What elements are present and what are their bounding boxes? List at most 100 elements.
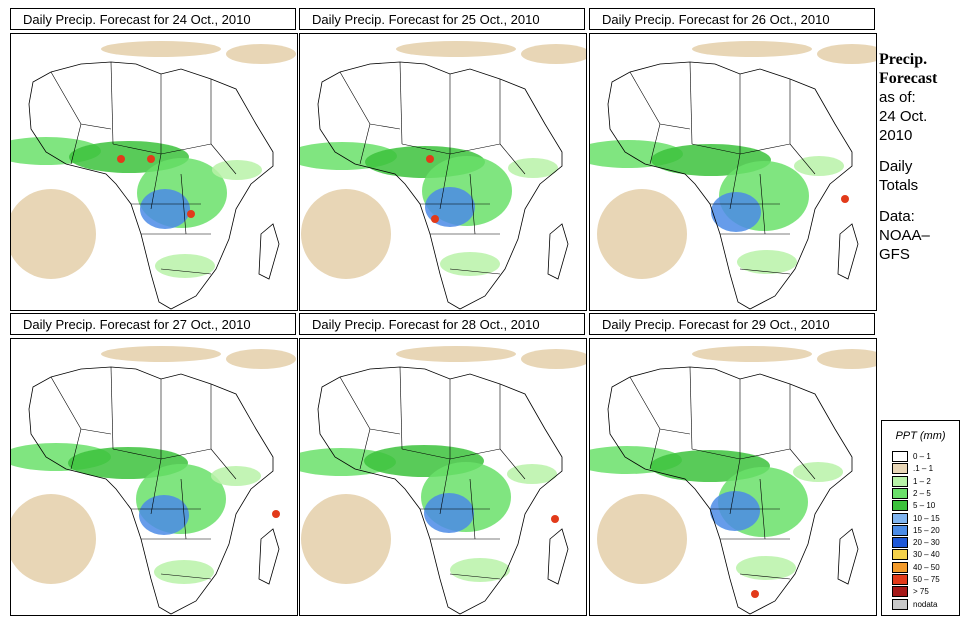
country-border — [629, 71, 691, 130]
dry-area — [692, 41, 812, 57]
country-border — [50, 376, 112, 435]
data-line-3: GFS — [879, 246, 910, 263]
precip-legend: PPT (mm) 0 – 1 .1 – 1 1 – 2 2 – 5 5 – 10 10 –… — [881, 420, 960, 616]
country-border — [739, 268, 791, 275]
precip-area — [793, 462, 843, 482]
dry-area — [692, 346, 812, 362]
heavy-precip-spot — [551, 515, 559, 523]
coastline — [607, 61, 853, 310]
dry-area — [226, 44, 296, 64]
country-border — [449, 268, 501, 275]
precip-map — [589, 33, 877, 311]
country-border — [70, 428, 82, 470]
coastline — [547, 223, 569, 280]
legend-label: 5 – 10 — [913, 501, 936, 511]
africa-map-graphic — [300, 41, 586, 310]
country-border — [439, 153, 451, 210]
dry-area — [817, 349, 876, 369]
precip-area — [424, 493, 474, 533]
heavy-precip-spot — [426, 155, 434, 163]
legend-label: nodata — [913, 599, 938, 609]
precip-area — [155, 254, 215, 278]
precip-area — [508, 158, 558, 178]
legend-swatch — [892, 561, 908, 573]
legend-swatch — [892, 537, 908, 549]
asof-line-1: as of: — [879, 89, 916, 106]
country-border — [150, 458, 162, 515]
precip-map — [10, 338, 298, 616]
country-border — [729, 153, 741, 210]
country-border — [180, 173, 187, 235]
country-border — [180, 478, 187, 540]
side-annotation: Precip. Forecast as of: 24 Oct. 2010 Dai… — [879, 50, 963, 276]
country-border — [469, 173, 476, 235]
heavy-precip-spot — [272, 510, 280, 518]
country-border — [359, 123, 371, 165]
country-border — [150, 153, 162, 210]
country-border — [210, 448, 237, 480]
data-line-1: Data: — [879, 208, 915, 225]
legend-label: 10 – 15 — [913, 513, 940, 523]
precip-area — [710, 491, 760, 531]
panel-title: Daily Precip. Forecast for 29 Oct., 2010 — [589, 313, 875, 335]
country-border — [789, 143, 816, 175]
legend-label: 1 – 2 — [913, 476, 931, 486]
country-border — [499, 143, 526, 175]
legend-swatch — [892, 524, 908, 536]
totals-line-2: Totals — [879, 177, 919, 194]
data-line-2: NOAA– — [879, 227, 930, 244]
country-border — [689, 61, 693, 145]
precip-area — [450, 558, 510, 582]
country-border — [789, 448, 816, 480]
country-border — [339, 376, 401, 435]
coastline — [607, 366, 853, 615]
precip-area — [140, 189, 190, 229]
africa-map-graphic — [590, 346, 876, 615]
coastline — [317, 61, 563, 310]
legend-swatch — [892, 586, 908, 598]
country-border — [399, 61, 403, 145]
precip-area — [211, 466, 261, 486]
legend-swatch — [892, 475, 908, 487]
country-border — [110, 61, 114, 145]
country-border — [729, 458, 741, 515]
country-border — [739, 573, 791, 580]
panel-title: Daily Precip. Forecast for 25 Oct., 2010 — [299, 8, 585, 30]
precip-area — [737, 250, 797, 274]
dry-area — [301, 189, 391, 279]
legend-swatch — [892, 549, 908, 561]
coastline — [258, 528, 280, 585]
precip-area — [440, 252, 500, 276]
precip-area — [212, 160, 262, 180]
precip-area — [139, 495, 189, 535]
panel-title: Daily Precip. Forecast for 24 Oct., 2010 — [10, 8, 296, 30]
legend-label: > 75 — [913, 587, 929, 597]
country-border — [160, 573, 212, 580]
asof-line-3: 2010 — [879, 127, 913, 144]
precip-map — [10, 33, 298, 311]
heading-line-2: Forecast — [879, 70, 938, 87]
country-border — [649, 428, 661, 470]
panel-title: Daily Precip. Forecast for 26 Oct., 2010 — [589, 8, 875, 30]
legend-title: PPT (mm) — [895, 430, 946, 442]
legend-swatch — [892, 574, 908, 585]
country-border — [469, 478, 476, 540]
legend-label: 40 – 50 — [913, 562, 940, 572]
heavy-precip-spot — [117, 155, 125, 163]
precip-map — [589, 338, 877, 616]
country-border — [499, 448, 526, 480]
legend-label: 30 – 40 — [913, 550, 940, 560]
asof-line-2: 24 Oct. — [879, 108, 928, 125]
totals-line-1: Daily — [879, 158, 913, 175]
africa-map-graphic — [11, 41, 296, 310]
legend-label: 0 – 1 — [913, 452, 931, 461]
coastline — [837, 223, 859, 280]
legend-swatch — [892, 463, 908, 475]
legend-swatch — [892, 500, 908, 512]
dry-area — [817, 44, 876, 64]
country-border — [70, 123, 82, 165]
country-border — [110, 366, 114, 450]
country-border — [759, 173, 766, 235]
legend-label: .1 – 1 — [913, 464, 934, 474]
dry-area — [301, 494, 391, 584]
